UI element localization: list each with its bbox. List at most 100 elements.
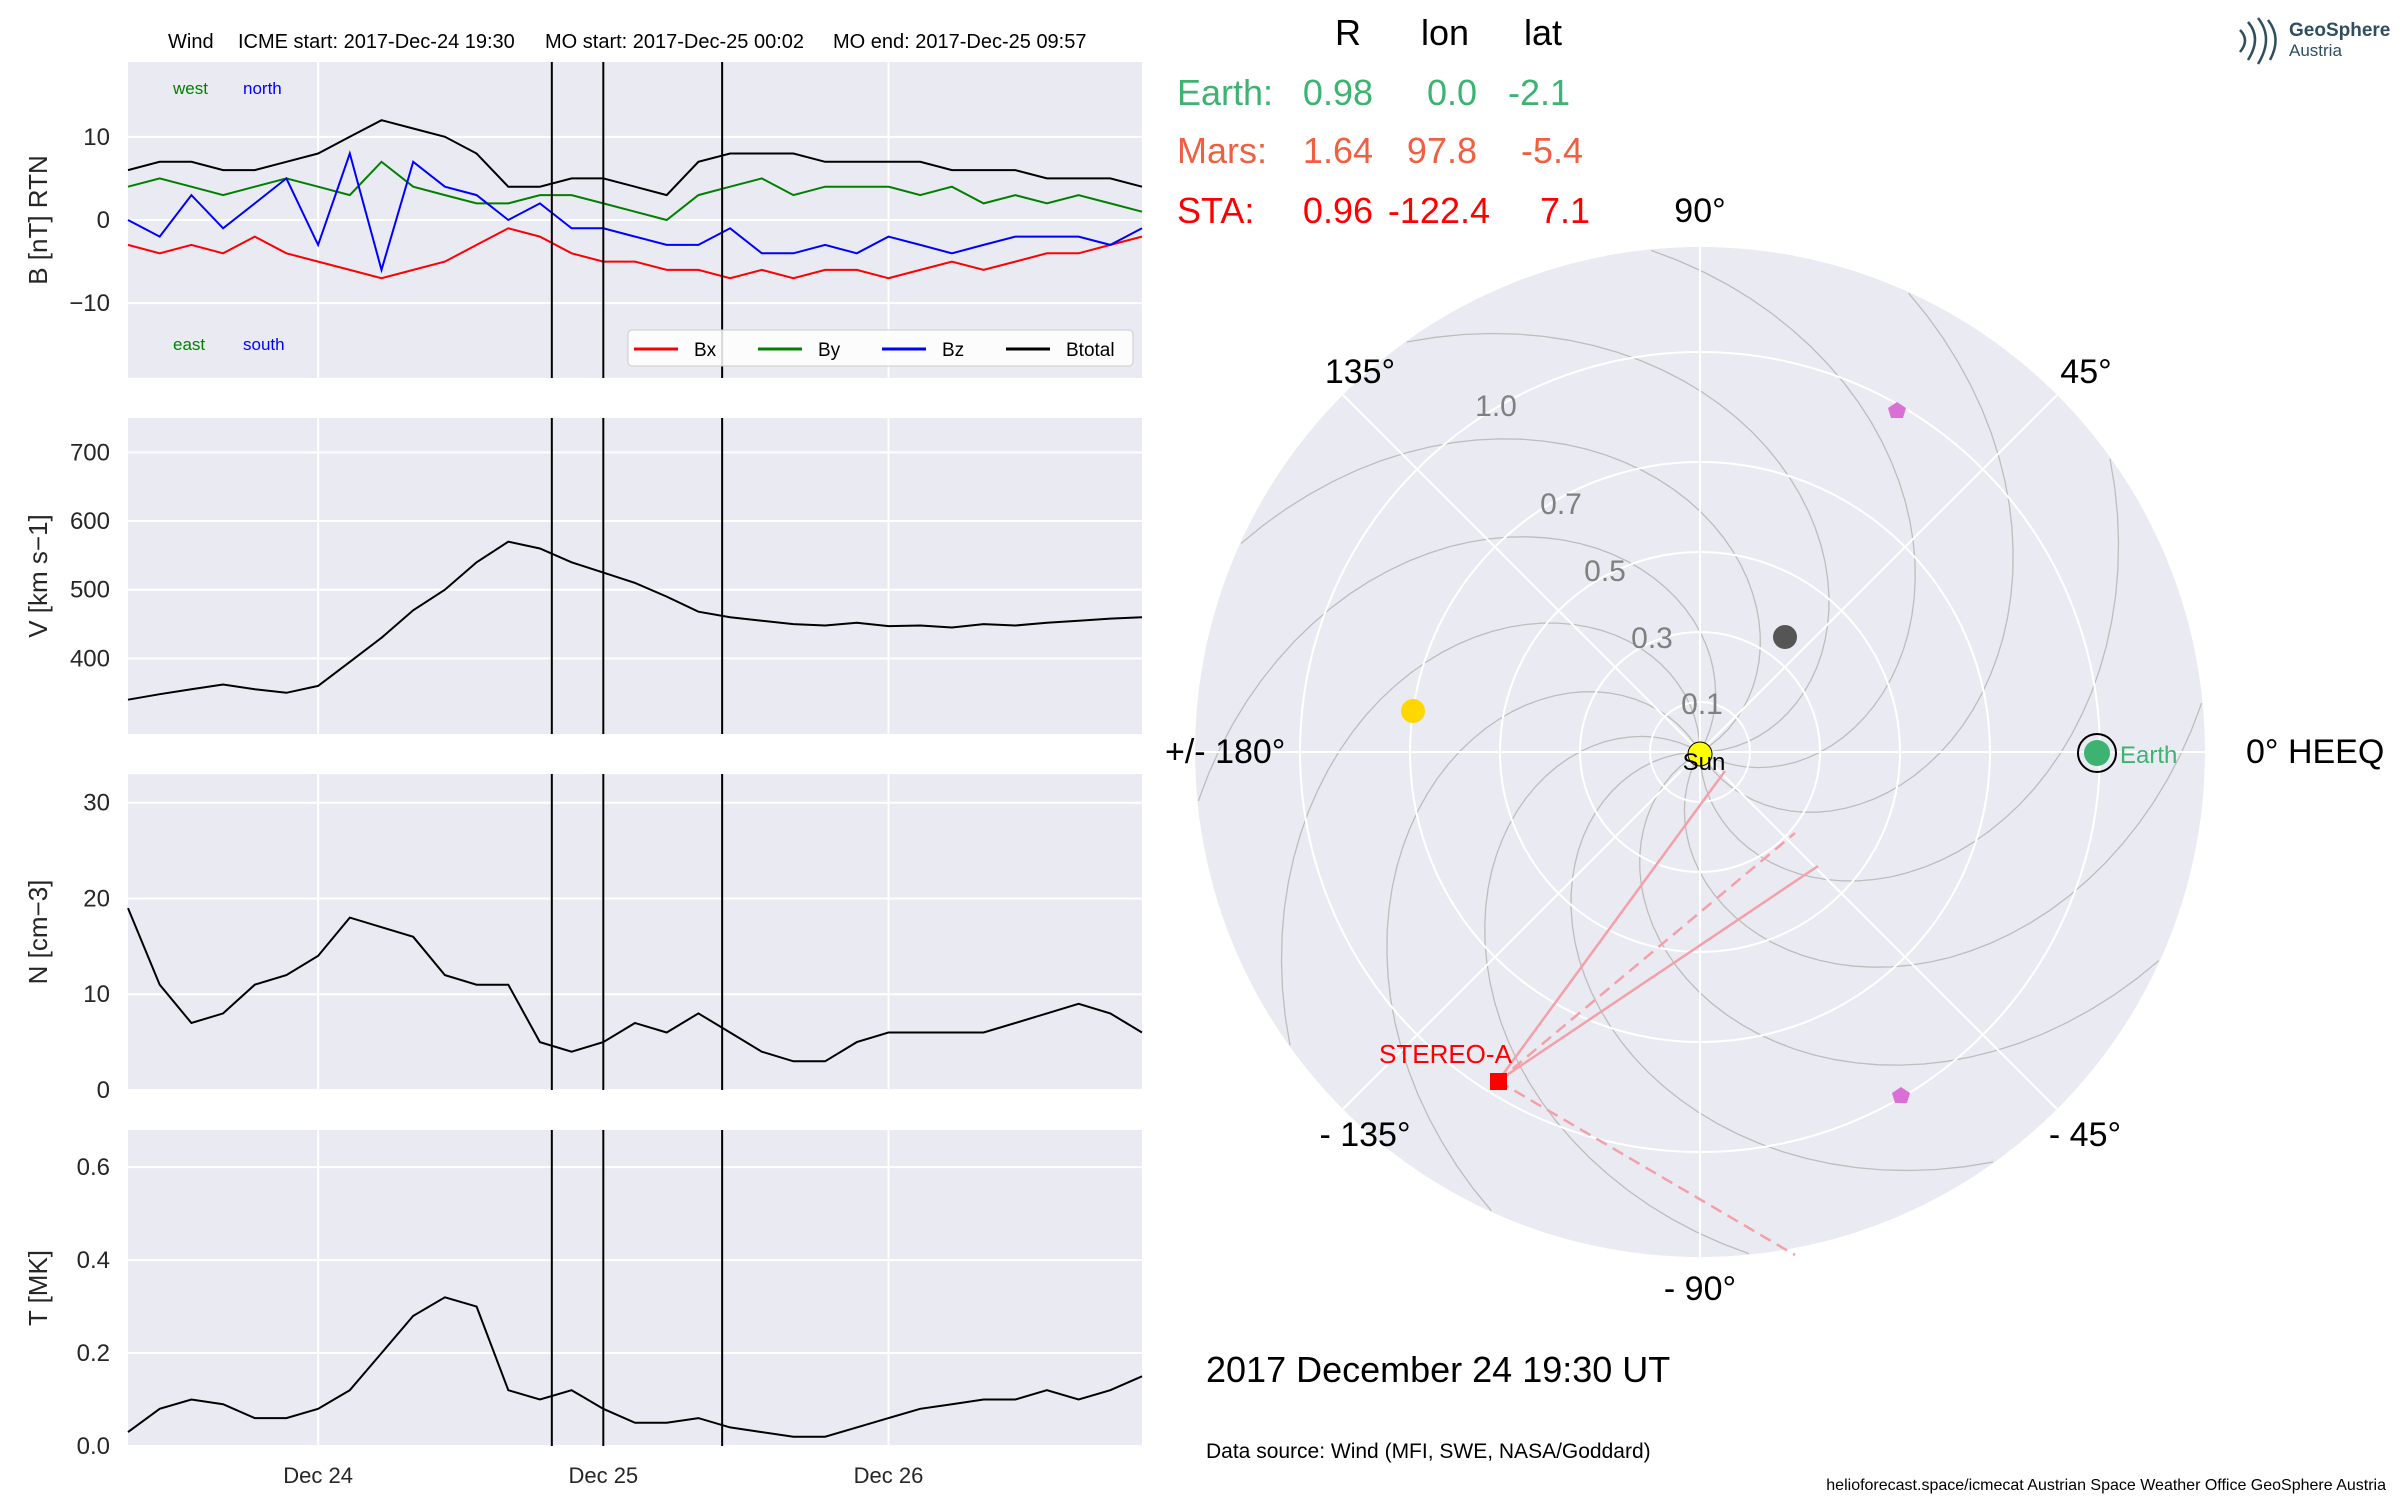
- spiral-line: [1650, 249, 1916, 769]
- row-mars-lon: 97.8: [1407, 130, 1477, 171]
- col-r: R: [1335, 12, 1361, 53]
- angle-label-m135: - 135°: [1319, 1116, 1410, 1154]
- row-sta-lon: -122.4: [1388, 190, 1490, 231]
- mars-marker-lower: [1892, 1087, 1910, 1103]
- y-tick-label: −10: [69, 290, 110, 317]
- radial-label-0-3: 0.3: [1631, 622, 1673, 655]
- density-panel: 30 20 10 0 N [cm−3]: [23, 774, 1143, 1104]
- sta-field-of-view: [1496, 770, 1819, 1257]
- spiral-line: [1280, 622, 1701, 1046]
- mars-marker-upper: [1888, 402, 1906, 418]
- col-lon: lon: [1421, 12, 1469, 53]
- plot-area: [128, 418, 1142, 734]
- angle-label-m45: - 45°: [2049, 1116, 2121, 1154]
- spiral-line: [1570, 751, 1994, 1172]
- radial-label-1-0: 1.0: [1475, 390, 1517, 423]
- spiral-line: [1197, 536, 1717, 802]
- col-lat: lat: [1524, 12, 1562, 53]
- sun-label: Sun: [1683, 749, 1726, 776]
- radial-label-0-5: 0.5: [1584, 555, 1626, 588]
- spiral-line: [1699, 458, 2120, 882]
- angle-label-45: 45°: [2060, 353, 2111, 391]
- series-line-n: [127, 907, 1143, 1063]
- legend-bz: Bz: [942, 340, 964, 361]
- magnetic-field-panel: 10 0 −10 B [nT] RTN: [23, 62, 1143, 378]
- logo-line1: GeoSphere: [2289, 20, 2390, 41]
- earth-label: Earth: [2120, 742, 2177, 769]
- series-line-bz: [127, 150, 1143, 274]
- legend-btotal: Btotal: [1066, 340, 1115, 361]
- y-tick-label: 0.0: [77, 1433, 110, 1460]
- y-tick-label: 0.2: [77, 1340, 110, 1367]
- spiral-line: [1639, 751, 2160, 1066]
- b-legend: Bx By Bz Btotal: [627, 329, 1134, 367]
- spiral-line: [1683, 702, 2203, 968]
- row-earth-r: 0.98: [1303, 72, 1373, 113]
- spiral-line: [1699, 292, 2014, 813]
- row-mars-r: 1.64: [1303, 130, 1373, 171]
- y-axis-label: N [cm−3]: [23, 880, 53, 985]
- angle-label-90: 90°: [1674, 192, 1725, 230]
- sun-marker: [1687, 741, 1713, 767]
- earth-marker: [2084, 740, 2110, 766]
- east-annotation: east: [173, 335, 205, 354]
- geosphere-logo: GeoSphere Austria: [2239, 17, 2390, 65]
- legend-bx: Bx: [694, 340, 717, 361]
- geosphere-logo-mark: [2239, 17, 2277, 65]
- y-tick-label: 30: [83, 790, 110, 817]
- row-earth-lon: 0.0: [1427, 72, 1477, 113]
- date-label: 2017 December 24 19:30 UT: [1206, 1349, 1670, 1390]
- stereo-a-marker: [1490, 1073, 1507, 1090]
- series-line-btotal: [127, 119, 1143, 197]
- y-axis-label: V [km s−1]: [23, 514, 53, 638]
- north-annotation: north: [243, 79, 282, 98]
- y-tick-label: 20: [83, 885, 110, 912]
- legend-box: [627, 329, 1134, 367]
- series-line-by: [127, 160, 1143, 222]
- y-tick-label: 600: [70, 508, 110, 535]
- spiral-line: [1386, 691, 1701, 1212]
- angle-label-135: 135°: [1325, 353, 1395, 391]
- mo-end-label: MO end: 2017-Dec-25 09:57: [833, 31, 1087, 53]
- y-tick-label: 0.6: [77, 1154, 110, 1181]
- mo-start-label: MO start: 2017-Dec-25 00:02: [545, 31, 804, 53]
- series-line-bx: [127, 227, 1143, 280]
- plot-area: [128, 774, 1142, 1090]
- x-tick-label: Dec 26: [854, 1463, 924, 1488]
- row-mars-lat: -5.4: [1521, 130, 1583, 171]
- y-tick-label: 10: [83, 124, 110, 151]
- speed-panel: 700 600 500 400 V [km s−1]: [23, 418, 1143, 734]
- y-axis-label: B [nT] RTN: [23, 155, 53, 285]
- west-annotation: west: [172, 79, 208, 98]
- footer-credits: helioforecast.space/icmecat Austrian Spa…: [1826, 1477, 2386, 1494]
- angle-label-180: +/- 180°: [1165, 733, 1285, 771]
- row-earth-lat: -2.1: [1508, 72, 1570, 113]
- x-tick-label: Dec 25: [568, 1463, 638, 1488]
- angle-label-0: 0° HEEQ: [2246, 733, 2384, 771]
- y-tick-label: 0: [97, 1077, 110, 1104]
- legend-by: By: [818, 340, 841, 361]
- y-tick-label: 500: [70, 577, 110, 604]
- y-tick-label: 400: [70, 645, 110, 672]
- row-earth-name: Earth:: [1177, 72, 1273, 113]
- y-axis-label: T [MK]: [23, 1250, 53, 1326]
- plot-area: [128, 1130, 1142, 1446]
- temperature-panel: 0.6 0.4 0.2 0.0 T [MK] Dec 24 Dec 25 Dec 26: [23, 1130, 1143, 1488]
- angle-label-m90: - 90°: [1664, 1270, 1736, 1308]
- y-tick-label: 0: [97, 207, 110, 234]
- radial-label-0-1: 0.1: [1681, 688, 1723, 721]
- x-tick-label: Dec 24: [283, 1463, 353, 1488]
- data-source-label: Data source: Wind (MFI, SWE, NASA/Goddar…: [1206, 1440, 1651, 1463]
- row-sta-r: 0.96: [1303, 190, 1373, 231]
- earth-ring: [2077, 733, 2117, 773]
- y-tick-label: 700: [70, 439, 110, 466]
- spiral-line: [1240, 438, 1761, 753]
- spiral-line: [1484, 735, 1750, 1255]
- spacecraft-label: Wind: [168, 31, 214, 53]
- series-line-v: [127, 540, 1143, 701]
- spiral-lines: [1197, 249, 2203, 1255]
- series-line-t: [127, 1296, 1143, 1438]
- polar-position-plot: 90° 135° 45° +/- 180° 0° HEEQ - 135° - 4…: [1165, 192, 2384, 1308]
